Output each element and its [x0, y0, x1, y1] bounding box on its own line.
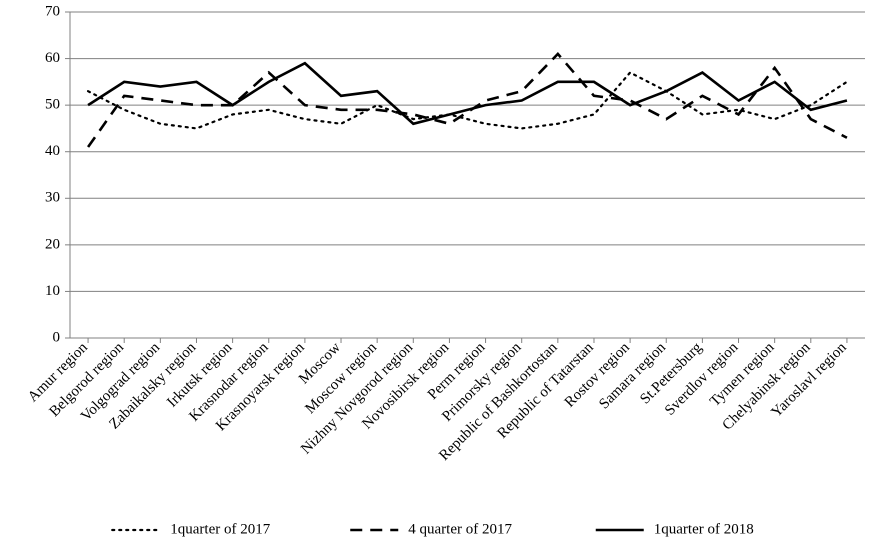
y-tick-label: 40	[45, 143, 60, 159]
y-tick-label: 20	[45, 236, 60, 252]
legend-label: 4 quarter of 2017	[408, 521, 512, 537]
y-tick-label: 10	[45, 283, 60, 299]
legend-label: 1quarter of 2018	[654, 521, 754, 537]
y-tick-label: 70	[45, 3, 60, 19]
legend-label: 1quarter of 2017	[170, 521, 270, 537]
y-tick-label: 50	[45, 97, 60, 113]
y-tick-label: 0	[53, 329, 61, 345]
line-chart: 010203040506070Amur regionBelgorod regio…	[0, 0, 886, 558]
y-tick-label: 30	[45, 190, 60, 206]
y-tick-label: 60	[45, 50, 60, 66]
chart-container: 010203040506070Amur regionBelgorod regio…	[0, 0, 886, 558]
